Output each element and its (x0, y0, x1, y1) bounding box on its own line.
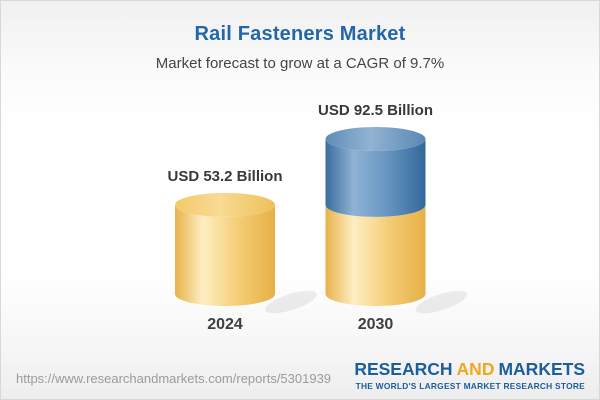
value-label: USD 92.5 Billion (317, 102, 434, 119)
page-title: Rail Fasteners Market (194, 23, 406, 45)
bar-shadow (265, 290, 317, 314)
logo-tagline: THE WORLD'S LARGEST MARKET RESEARCH STOR… (355, 380, 585, 391)
bar-shadow (415, 290, 468, 314)
logo-word-and: AND (456, 359, 495, 380)
brand-logo: RESEARCH AND MARKETS THE WORLD'S LARGEST M… (354, 359, 585, 391)
header: Rail Fasteners Market Market forecast to… (1, 1, 599, 72)
bar-top (325, 127, 426, 151)
bar-segment (175, 204, 275, 306)
page-subtitle: Market forecast to grow at a CAGR of 9.7… (155, 55, 445, 72)
logo-word-markets: MARKETS (498, 359, 585, 380)
year-label: 2030 (357, 316, 394, 333)
cylinder-bar-2030 (325, 127, 426, 306)
bar-top (175, 192, 275, 217)
logo-word-research: RESEARCH (354, 359, 453, 380)
cylinder-bar-2024 (175, 192, 275, 306)
report-url: https://www.researchandmarkets.com/repor… (16, 371, 332, 386)
bar-segment (325, 204, 426, 306)
logo-wordmark: RESEARCH AND MARKETS (354, 359, 585, 380)
year-label: 2024 (207, 316, 243, 333)
bar-segment (325, 139, 426, 217)
value-label: USD 53.2 Billion (167, 168, 283, 185)
